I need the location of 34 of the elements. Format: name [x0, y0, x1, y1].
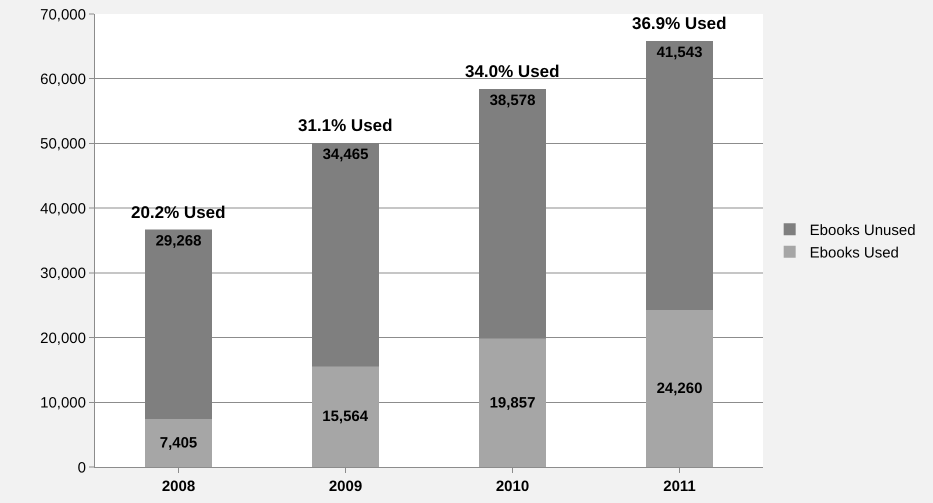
- data-label: 34,465: [322, 146, 368, 164]
- legend-label: Ebooks Unused: [810, 222, 916, 240]
- x-tick-label: 2011: [663, 478, 696, 495]
- bar: [646, 41, 713, 310]
- legend-label: Ebooks Used: [810, 244, 899, 262]
- bar: [145, 230, 212, 420]
- y-tick-label: 50,000: [40, 136, 86, 153]
- data-label: 24,260: [656, 380, 702, 397]
- bar: [312, 366, 379, 467]
- data-label: 29,268: [156, 232, 202, 250]
- y-tick-label: 60,000: [40, 70, 86, 88]
- annotation: 31.1% Used: [298, 116, 392, 135]
- data-label: 41,543: [656, 44, 702, 62]
- y-tick-label: 30,000: [40, 265, 86, 282]
- y-tick-label: 10,000: [40, 394, 86, 412]
- annotation: 36.9% Used: [632, 14, 726, 33]
- x-tick-label: 2008: [162, 478, 196, 495]
- bar: [479, 338, 546, 467]
- bar: [646, 310, 713, 467]
- data-label: 38,578: [490, 92, 536, 109]
- bar: [145, 419, 212, 467]
- data-label: 15,564: [322, 408, 369, 426]
- y-tick-label: 0: [78, 459, 86, 476]
- annotation: 34.0% Used: [465, 62, 560, 81]
- annotation: 20.2% Used: [131, 203, 226, 222]
- data-label: 7,405: [160, 434, 198, 452]
- y-tick-label: 70,000: [40, 6, 86, 24]
- bar: [479, 88, 546, 338]
- x-tick-label: 2009: [328, 478, 362, 495]
- y-tick-label: 20,000: [40, 330, 86, 347]
- y-tick-label: 40,000: [40, 200, 86, 218]
- bar: [312, 143, 379, 366]
- data-label: 19,857: [490, 394, 536, 412]
- x-tick-label: 2010: [496, 478, 530, 495]
